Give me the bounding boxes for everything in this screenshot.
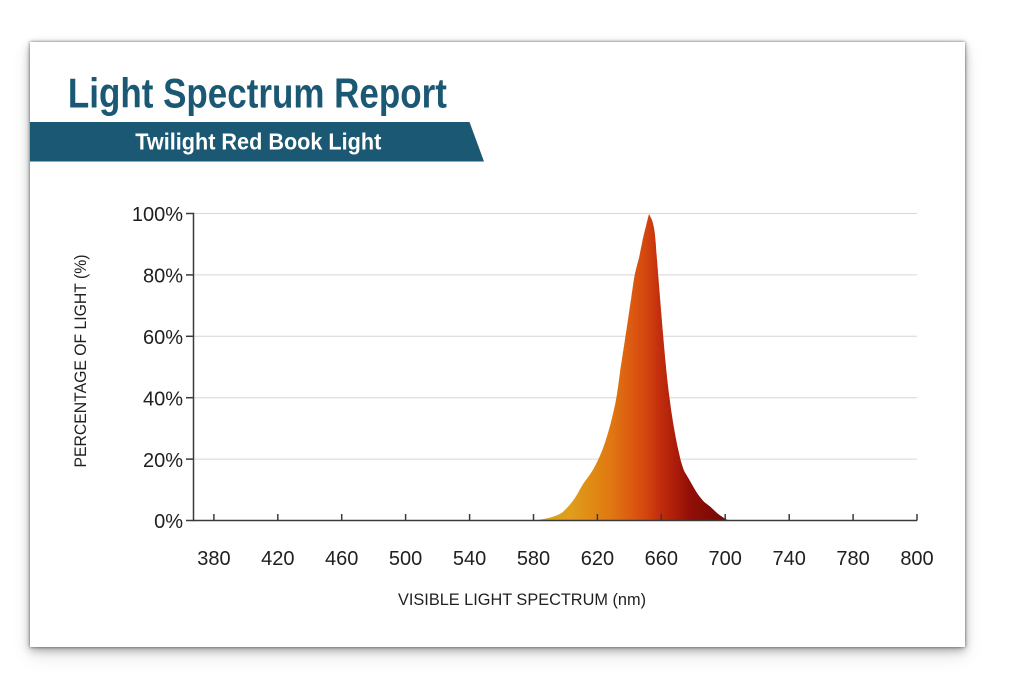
svg-text:40%: 40%: [143, 388, 183, 410]
svg-text:Twilight Red Book Light: Twilight Red Book Light: [135, 128, 381, 154]
svg-text:800: 800: [900, 548, 933, 570]
svg-text:620: 620: [581, 548, 614, 570]
svg-text:380: 380: [197, 548, 230, 570]
svg-text:540: 540: [453, 548, 486, 570]
svg-text:460: 460: [325, 548, 358, 570]
svg-text:580: 580: [517, 548, 550, 570]
svg-text:780: 780: [836, 548, 869, 570]
svg-text:420: 420: [261, 548, 294, 570]
svg-text:60%: 60%: [143, 327, 183, 349]
svg-text:740: 740: [773, 548, 806, 570]
svg-text:Light Spectrum Report: Light Spectrum Report: [68, 70, 447, 117]
svg-text:PERCENTAGE OF LIGHT (%): PERCENTAGE OF LIGHT (%): [71, 255, 90, 468]
svg-text:0%: 0%: [154, 511, 183, 533]
svg-text:660: 660: [645, 548, 678, 570]
svg-text:80%: 80%: [143, 266, 183, 288]
svg-text:20%: 20%: [143, 450, 183, 472]
svg-text:VISIBLE LIGHT SPECTRUM (nm): VISIBLE LIGHT SPECTRUM (nm): [398, 590, 646, 609]
svg-text:100%: 100%: [132, 204, 183, 226]
svg-text:700: 700: [709, 548, 742, 570]
svg-text:500: 500: [389, 548, 422, 570]
